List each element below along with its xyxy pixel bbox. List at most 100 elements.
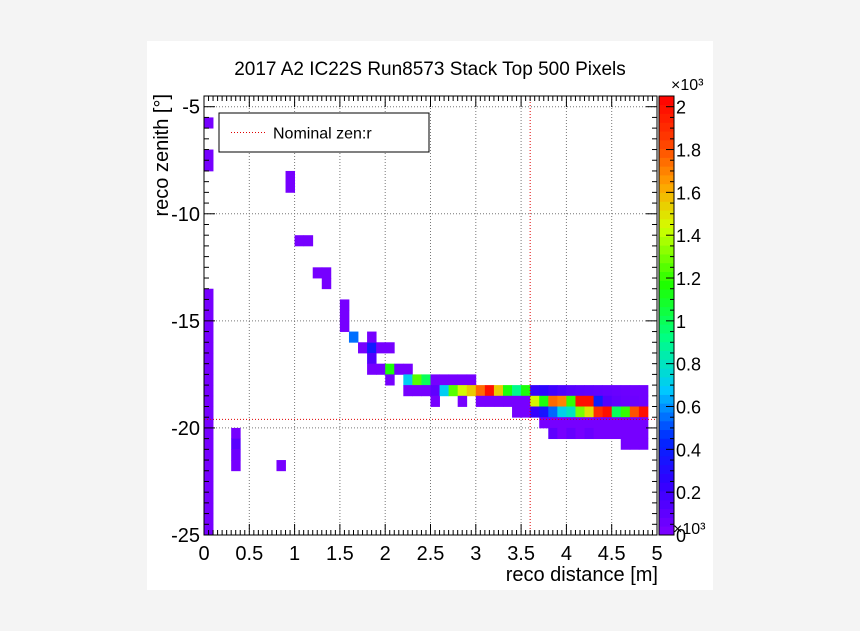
heatmap-bin: [611, 385, 622, 397]
heatmap-bin: [204, 406, 214, 418]
palette-segment: [659, 262, 674, 272]
heatmap-bin: [530, 395, 540, 407]
palette-tick-label: 0.4: [676, 440, 701, 460]
heatmap-bin: [421, 374, 431, 386]
palette-segment: [659, 157, 674, 167]
heatmap-bin: [448, 385, 459, 397]
heatmap-bin: [602, 385, 613, 397]
palette-multiplier-label: ×10³: [671, 77, 704, 94]
heatmap-bin: [204, 524, 214, 536]
heatmap-bin: [638, 395, 649, 407]
heatmap-bin: [385, 363, 395, 375]
x-tick-label: 3.5: [507, 543, 535, 565]
heatmap-bin: [204, 395, 214, 407]
heatmap-bin: [204, 160, 214, 172]
heatmap-bin: [638, 427, 649, 440]
heatmap-bin: [204, 460, 214, 472]
palette-segment: [659, 183, 674, 193]
heatmap-bin: [430, 374, 440, 386]
heatmap-bin: [638, 438, 649, 450]
heatmap-bin: [367, 352, 377, 365]
y-tick-label: -10: [171, 204, 200, 226]
palette-segment: [659, 271, 674, 281]
heatmap-bin: [484, 395, 495, 407]
palette-tick-label: 0: [676, 526, 686, 546]
heatmap-bin: [276, 460, 286, 472]
heatmap-bin: [204, 502, 214, 514]
heatmap-bin: [204, 492, 214, 504]
palette-tick-label: 1.4: [676, 226, 701, 246]
x-multiplier-label: ×10³: [673, 521, 706, 538]
heatmap-bin: [512, 406, 522, 418]
palette-segment: [659, 254, 674, 264]
legend-label: Nominal zen:r: [273, 126, 372, 143]
heatmap-bin: [548, 395, 558, 407]
heatmap-bin: [339, 299, 350, 311]
palette-segment: [659, 139, 674, 150]
palette-segment: [659, 227, 674, 237]
heatmap-bin: [339, 310, 350, 322]
heatmap-bin: [502, 385, 513, 397]
heatmap-bin: [204, 438, 214, 450]
palette-segment: [659, 412, 674, 422]
palette-segment: [659, 297, 674, 308]
heatmap-bin: [466, 385, 477, 397]
palette-segment: [659, 376, 674, 387]
palette-segment: [659, 245, 674, 255]
x-tick-label: 1.5: [326, 543, 354, 565]
heatmap-bin: [593, 385, 604, 397]
heatmap-bin: [204, 310, 214, 322]
palette-segment: [659, 289, 674, 299]
palette-segment: [659, 403, 674, 413]
heatmap-bin: [638, 406, 649, 418]
heatmap-bin: [312, 267, 323, 279]
heatmap-bin: [539, 395, 549, 407]
heatmap-bin: [548, 406, 558, 418]
heatmap-bin: [303, 235, 314, 247]
x-tick-label: 1: [289, 543, 300, 565]
heatmap-bin: [521, 406, 531, 418]
palette-segment: [659, 280, 674, 290]
x-tick-label: 4.5: [598, 543, 626, 565]
palette-tick-label: 1.2: [676, 269, 701, 289]
heatmap-bin: [584, 427, 594, 440]
heatmap-bin: [439, 385, 450, 397]
heatmap-bin: [348, 331, 359, 343]
palette-segment: [659, 175, 674, 185]
heatmap-bin: [521, 395, 531, 407]
heatmap-bin: [394, 363, 404, 375]
heatmap-bin: [403, 363, 413, 375]
heatmap-bin: [620, 406, 631, 418]
heatmap-bin: [611, 417, 622, 429]
heatmap-bin: [638, 417, 649, 429]
palette-tick-label: 0.2: [676, 483, 701, 503]
heatmap-bin: [521, 385, 531, 397]
heatmap-bin: [204, 342, 214, 354]
heatmap-bin: [231, 438, 241, 450]
palette-segment: [659, 508, 674, 518]
heatmap-bin: [321, 267, 332, 279]
palette-segment: [659, 96, 674, 106]
palette-segment: [659, 394, 674, 404]
heatmap-bin: [512, 395, 522, 407]
palette-segment: [659, 473, 674, 483]
heatmap-bin: [575, 427, 585, 440]
heatmap-bin: [602, 406, 613, 418]
heatmap-chart: 2017 A2 IC22S Run8573 Stack Top 500 Pixe…: [151, 59, 706, 586]
heatmap-bin: [204, 352, 214, 365]
x-tick-label: 5: [651, 543, 662, 565]
heatmap-bin: [294, 235, 305, 247]
palette-segment: [659, 113, 674, 123]
heatmap-bin: [231, 449, 241, 461]
heatmap-bin: [439, 374, 450, 386]
heatmap-bin: [412, 385, 422, 397]
heatmap-bin: [430, 395, 440, 407]
x-tick-label: 4: [561, 543, 572, 565]
palette-tick-label: 1.6: [676, 183, 701, 203]
heatmap-bin: [593, 395, 604, 407]
y-tick-label: -15: [171, 311, 200, 333]
heatmap-bin: [629, 406, 640, 418]
heatmap-bin: [566, 417, 576, 429]
heatmap-bin: [575, 385, 585, 397]
heatmap-bin: [593, 406, 604, 418]
